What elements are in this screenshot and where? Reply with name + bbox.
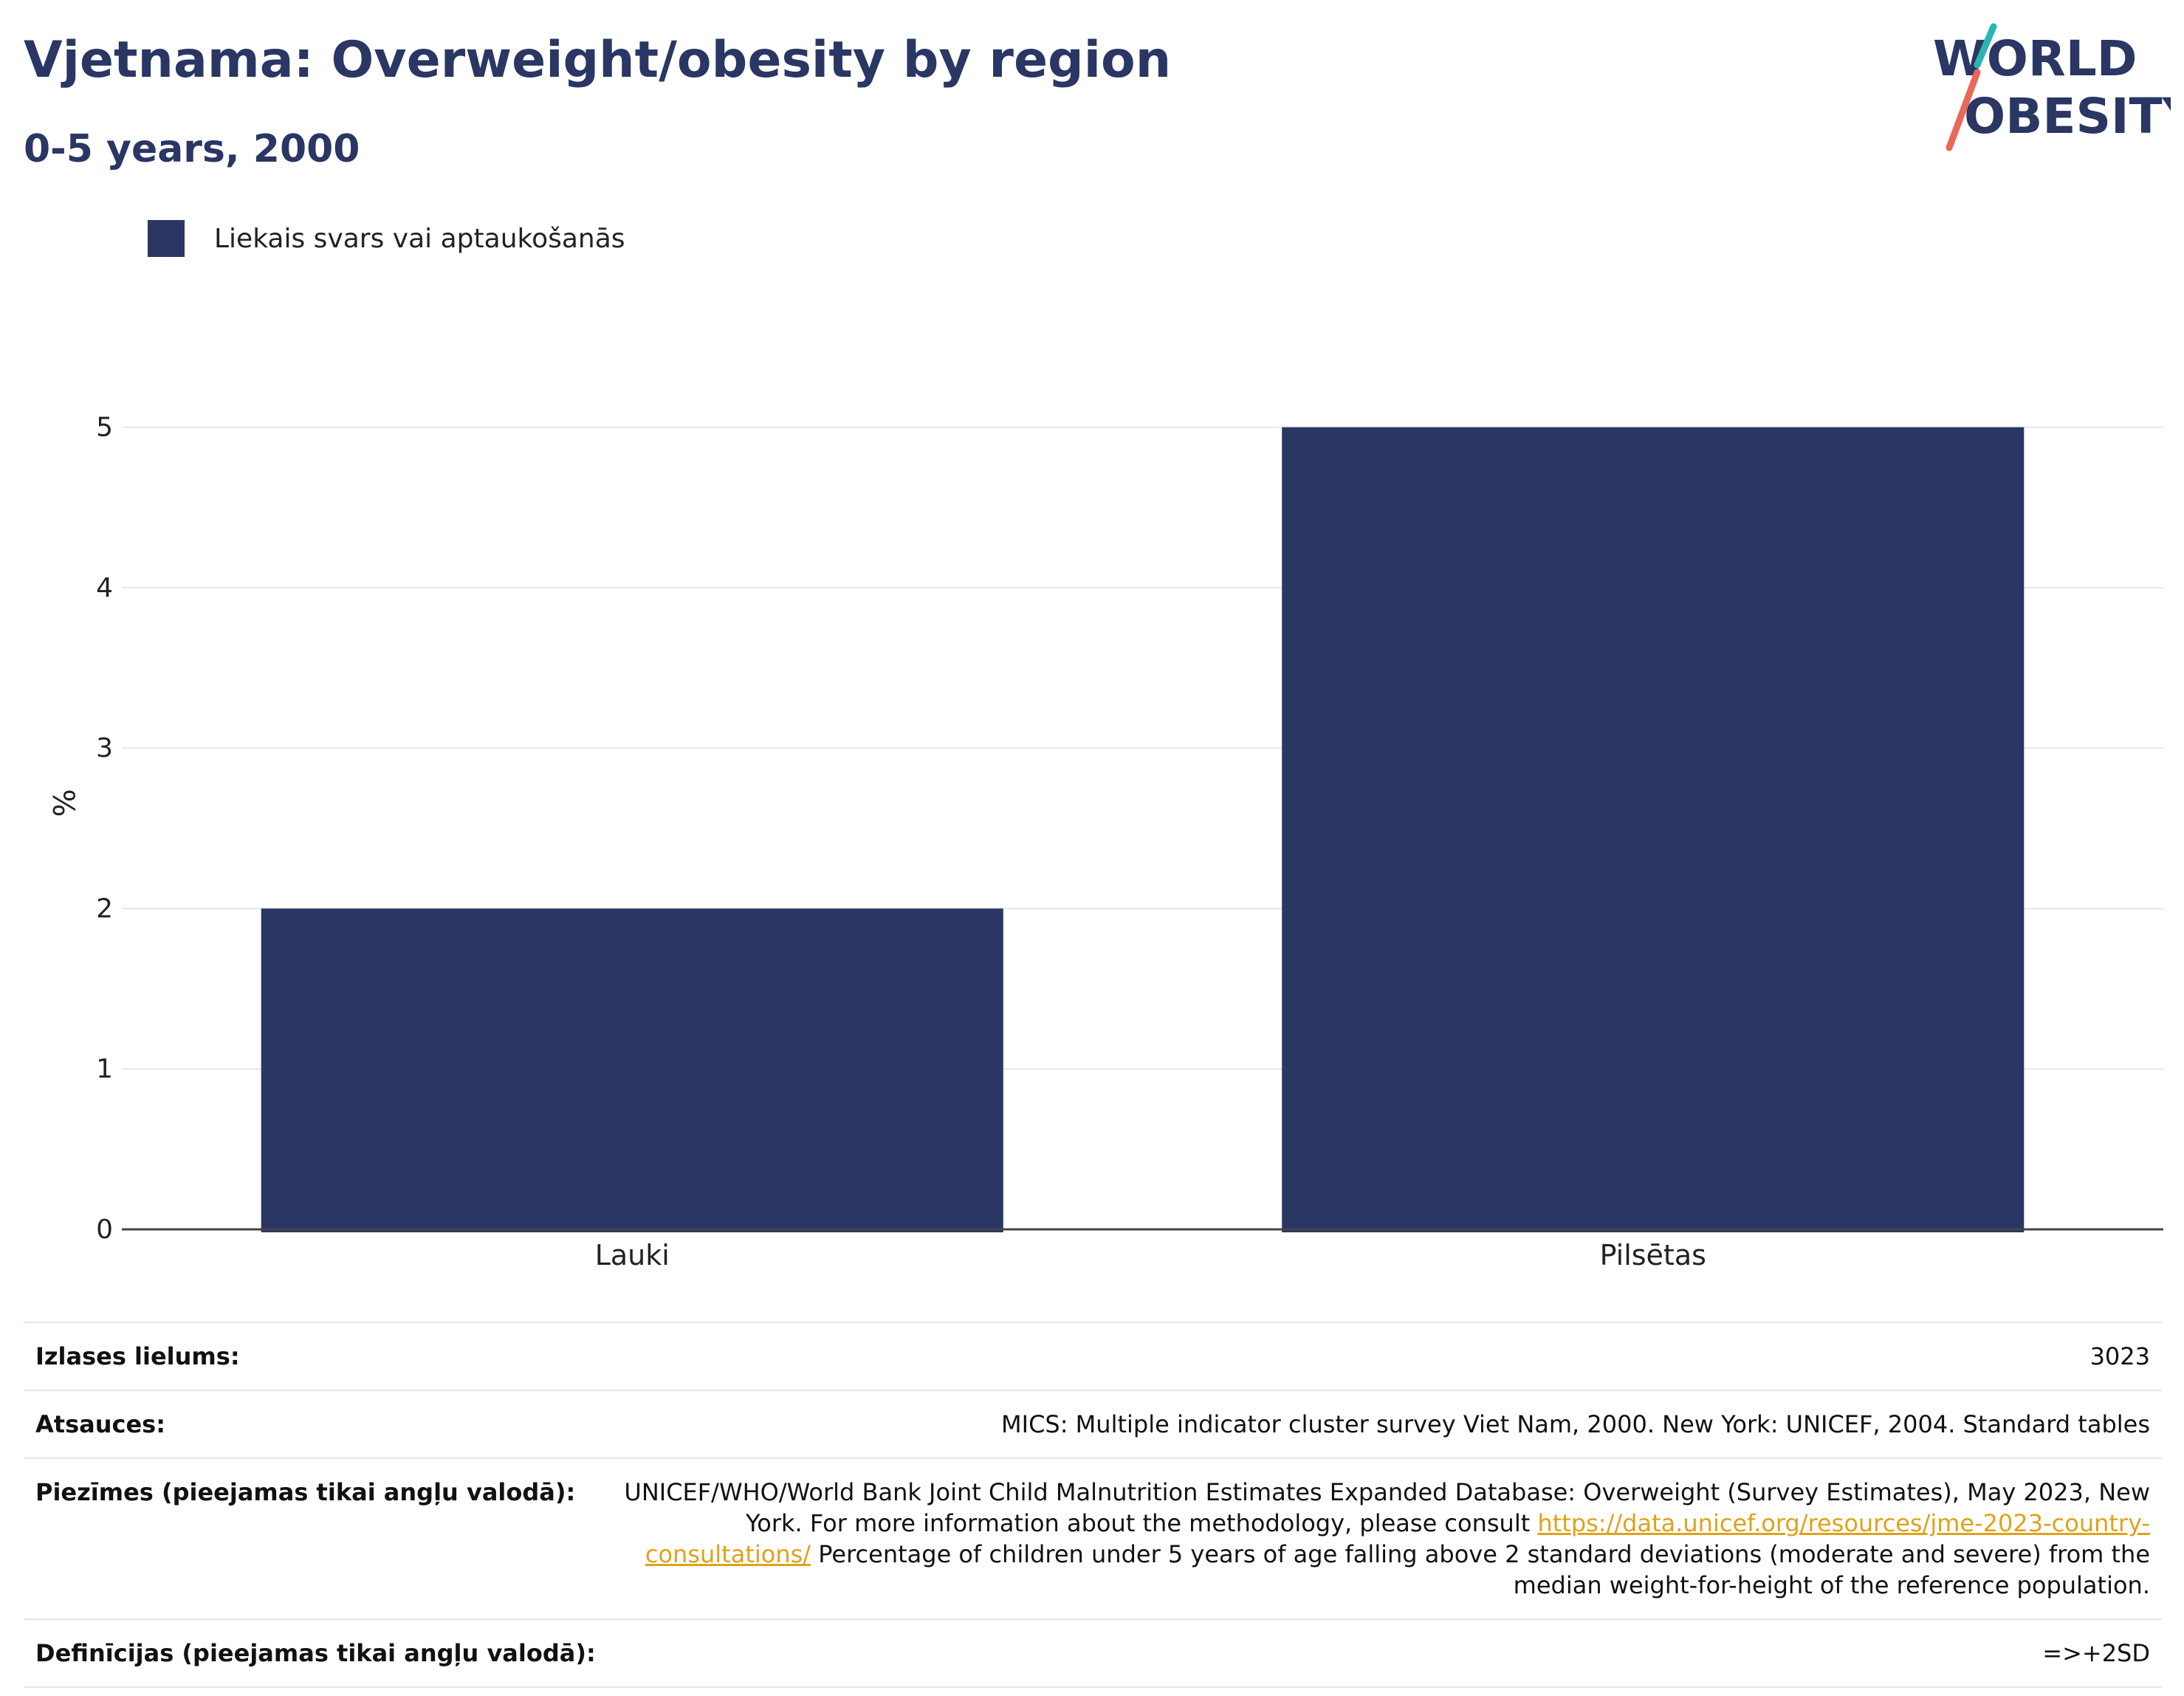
x-tick-label: Pilsētas bbox=[1600, 1239, 1706, 1271]
notes-definition: Percentage of children under 5 years of … bbox=[818, 1540, 2150, 1599]
sample-size-label: Izlases lielums: bbox=[35, 1342, 240, 1370]
legend-label: Liekais svars vai aptaukošanās bbox=[214, 223, 625, 254]
y-tick-label: 5 bbox=[96, 413, 113, 443]
references-label: Atsauces: bbox=[35, 1410, 165, 1438]
y-axis-label: % bbox=[46, 789, 80, 817]
notes-link[interactable]: https://data.unicef.org/resources/jme-20… bbox=[645, 1509, 2150, 1568]
logo-line1: WORLD bbox=[1933, 30, 2137, 87]
x-tick-label: Lauki bbox=[595, 1239, 670, 1271]
y-tick-label: 2 bbox=[96, 893, 113, 924]
world-obesity-logo: WORLD OBESITY bbox=[1933, 23, 2171, 151]
notes-label: Piezīmes (pieejamas tikai angļu valodā): bbox=[35, 1478, 576, 1506]
info-table: Izlases lielums: 3023 Atsauces: MICS: Mu… bbox=[24, 1322, 2162, 1688]
bar bbox=[1282, 427, 2025, 1232]
y-tick-label: 4 bbox=[96, 573, 113, 603]
notes-text: UNICEF/WHO/World Bank Joint Child Malnut… bbox=[624, 1478, 2150, 1537]
y-tick-label: 1 bbox=[96, 1054, 113, 1085]
notes-row: Piezīmes (pieejamas tikai angļu valodā):… bbox=[24, 1458, 2162, 1618]
y-tick-label: 0 bbox=[96, 1215, 113, 1245]
y-tick-label: 3 bbox=[96, 733, 113, 763]
sample-size-value: 3023 bbox=[2089, 1342, 2150, 1370]
references-row: Atsauces: MICS: Multiple indicator clust… bbox=[24, 1390, 2162, 1458]
definitions-label: Definīcijas (pieejamas tikai angļu valod… bbox=[35, 1639, 596, 1667]
bar bbox=[261, 908, 1003, 1232]
logo-line2: OBESITY bbox=[1964, 88, 2171, 145]
legend: Liekais svars vai aptaukošanās bbox=[148, 220, 625, 257]
chart-title: Vjetnama: Overweight/obesity by region bbox=[24, 31, 1172, 89]
bar-chart: 0 1 2 3 4 5 Lauki Pilsētas% bbox=[46, 413, 2163, 1271]
chart-subtitle: 0-5 years, 2000 bbox=[24, 127, 360, 171]
references-value: MICS: Multiple indicator cluster survey … bbox=[1001, 1410, 2150, 1438]
sample-size-row: Izlases lielums: 3023 bbox=[24, 1322, 2162, 1390]
notes-value: UNICEF/WHO/World Bank Joint Child Malnut… bbox=[600, 1477, 2150, 1601]
definitions-value: =>+2SD bbox=[2042, 1639, 2150, 1667]
definitions-row: Definīcijas (pieejamas tikai angļu valod… bbox=[24, 1618, 2162, 1688]
legend-swatch bbox=[148, 220, 185, 257]
